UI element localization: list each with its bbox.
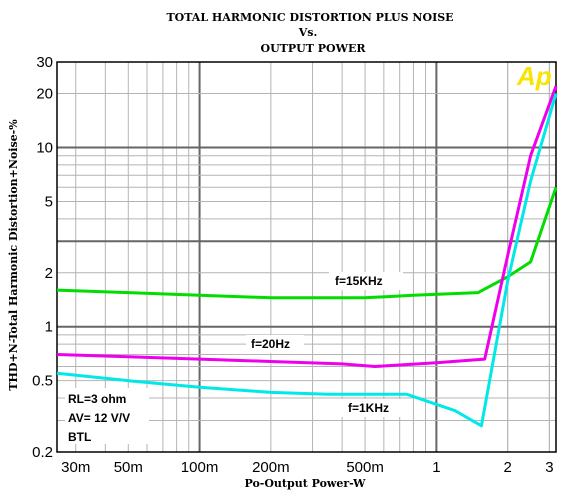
x-tick-label: 2 [503,459,511,476]
series-label-1khz: f=1KHz [348,401,389,415]
series-label-bg-20hz [246,335,304,353]
y-tick-label: 0.2 [32,444,53,461]
y-tick-label: 5 [45,193,53,210]
y-tick-label: 0.5 [32,373,53,390]
series-line-2 [56,93,558,428]
x-tick-label: 50m [114,459,143,476]
plot-border [56,61,557,453]
ap-logo: Ap [516,61,552,91]
x-tick-label: 1 [432,459,440,476]
y-tick-label: 30 [36,54,53,71]
chart-title-line-2: Vs. [298,26,318,39]
y-tick-label: 20 [36,86,53,103]
x-axis-label: Po-Output Power-W [244,477,366,490]
y-tick-label: 10 [36,140,53,157]
series-line-0 [56,186,558,300]
condition-gain: AV= 12 V/V [68,411,130,425]
series-label-bg-15khz [329,272,403,290]
series-label-bg-1khz [340,399,408,417]
y-tick-label: 1 [45,319,53,336]
conditions-box [65,388,149,444]
x-tick-label: 100m [181,459,219,476]
axis-ticks: 30m 50m 100m 200m 500m 1 2 3 0.2 0.5 1 2 5 10 20 30 [32,54,553,476]
condition-mode: BTL [68,430,91,444]
y-tick-label: 2 [45,265,53,282]
x-tick-label: 500m [346,459,384,476]
series-line-1 [56,85,558,368]
x-tick-label: 200m [252,459,290,476]
x-tick-label: 30m [61,459,90,476]
y-axis-label: THD+N-Total Harmonic Distortion+Noise-% [7,119,20,391]
series-label-15khz: f=15KHz [335,274,383,288]
series-lines [56,85,558,428]
chart-title-line-3: OUTPUT POWER [261,42,367,55]
series-label-20hz: f=20Hz [251,337,290,351]
chart-title-line-1: TOTAL HARMONIC DISTORTION PLUS NOISE [166,11,453,24]
condition-load: RL=3 ohm [68,392,126,406]
x-tick-label: 3 [545,459,553,476]
